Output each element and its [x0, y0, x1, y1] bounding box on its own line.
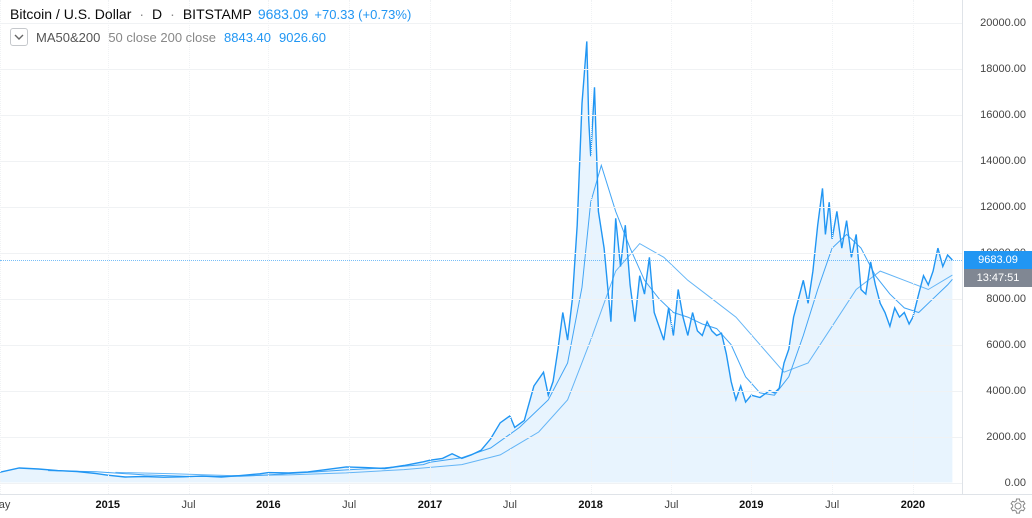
symbol-name[interactable]: Bitcoin / U.S. Dollar [10, 6, 131, 22]
gridline-h [0, 207, 962, 208]
y-tick-label: 16000.00 [980, 109, 1026, 121]
gridline-v [751, 0, 752, 494]
chart-container: Bitcoin / U.S. Dollar · D · BITSTAMP 968… [0, 0, 1032, 518]
gridline-v [671, 0, 672, 494]
gridline-v [0, 0, 1, 494]
indicator-ma200-value: 9026.60 [279, 30, 326, 45]
y-tick-label: 8000.00 [986, 293, 1026, 305]
y-axis[interactable]: 0.002000.004000.006000.008000.0010000.00… [962, 0, 1032, 494]
x-tick-label: 2015 [95, 499, 119, 511]
x-tick-label: 2017 [418, 499, 442, 511]
gridline-h [0, 253, 962, 254]
settings-button[interactable] [1010, 498, 1026, 514]
gridline-h [0, 483, 962, 484]
x-axis[interactable]: May 2015 Jul 2016 Jul 2017 Jul 2018 Jul 2019 Jul 20… [0, 494, 1032, 518]
x-tick-label: Jul [503, 499, 517, 511]
chart-header: Bitcoin / U.S. Dollar · D · BITSTAMP 968… [10, 6, 411, 22]
gridline-v [913, 0, 914, 494]
price-change: +70.33 (+0.73%) [314, 7, 411, 22]
gridline-h [0, 437, 962, 438]
y-tick-label: 14000.00 [980, 155, 1026, 167]
x-tick-label: Jul [825, 499, 839, 511]
gridline-v [349, 0, 350, 494]
gridline-v [268, 0, 269, 494]
separator-dot: · [139, 6, 144, 22]
separator-dot: · [170, 6, 175, 22]
y-tick-label: 20000.00 [980, 17, 1026, 29]
y-tick-label: 18000.00 [980, 63, 1026, 75]
x-tick-label: 2020 [901, 499, 925, 511]
plot-area[interactable] [0, 0, 962, 494]
indicator-legend: MA50&200 50 close 200 close 8843.40 9026… [10, 28, 326, 46]
interval-label[interactable]: D [152, 6, 162, 22]
x-tick-label: 2019 [739, 499, 763, 511]
x-tick-label: Jul [182, 499, 196, 511]
gridline-v [108, 0, 109, 494]
gridline-v [189, 0, 190, 494]
countdown-tag: 13:47:51 [964, 269, 1032, 287]
gear-icon [1010, 498, 1026, 514]
indicator-name[interactable]: MA50&200 [36, 30, 100, 45]
last-price-tag: 9683.09 [964, 251, 1032, 269]
indicator-params: 50 close 200 close [108, 30, 216, 45]
chart-svg [0, 0, 962, 494]
x-tick-label: 2016 [256, 499, 280, 511]
gridline-v [832, 0, 833, 494]
gridline-h [0, 69, 962, 70]
last-price-line [0, 260, 962, 261]
gridline-h [0, 391, 962, 392]
gridline-h [0, 299, 962, 300]
x-tick-label: May [0, 499, 10, 511]
y-tick-label: 12000.00 [980, 201, 1026, 213]
gridline-v [510, 0, 511, 494]
y-tick-label: 2000.00 [986, 431, 1026, 443]
gridline-h [0, 115, 962, 116]
price-area [0, 41, 952, 482]
gridline-v [591, 0, 592, 494]
exchange-label[interactable]: BITSTAMP [183, 6, 252, 22]
x-tick-label: 2018 [578, 499, 602, 511]
current-price: 9683.09 [258, 6, 309, 22]
indicator-ma50-value: 8843.40 [224, 30, 271, 45]
x-tick-label: Jul [342, 499, 356, 511]
gridline-v [430, 0, 431, 494]
y-tick-label: 4000.00 [986, 385, 1026, 397]
gridline-h [0, 23, 962, 24]
gridline-h [0, 345, 962, 346]
y-tick-label: 0.00 [1005, 477, 1026, 489]
x-tick-label: Jul [664, 499, 678, 511]
indicator-collapse-button[interactable] [10, 28, 28, 46]
y-tick-label: 6000.00 [986, 339, 1026, 351]
chevron-down-icon [14, 32, 24, 42]
gridline-h [0, 161, 962, 162]
